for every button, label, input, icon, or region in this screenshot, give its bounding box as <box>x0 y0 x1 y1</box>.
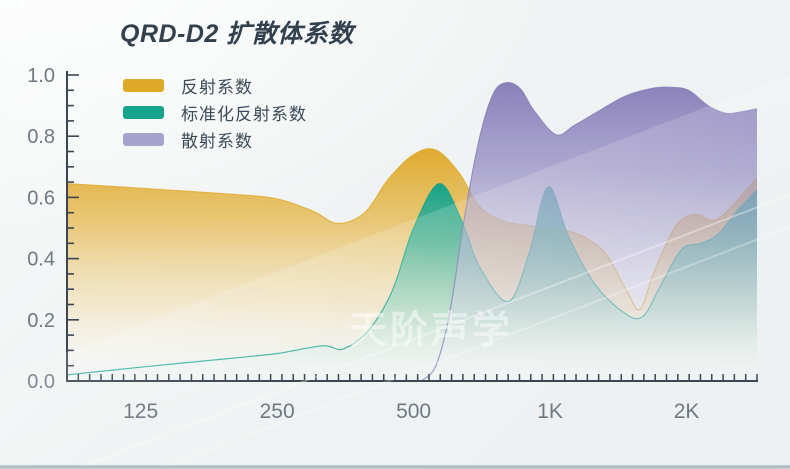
x-tick-label-2K: 2K <box>674 400 700 423</box>
x-tick-label-250: 250 <box>260 400 295 423</box>
legend-swatch-normalized-reflection <box>123 106 164 119</box>
y-tick-label-0.4: 0.4 <box>27 249 55 271</box>
legend-swatch-scattering <box>123 133 164 146</box>
y-tick-label-1.0: 1.0 <box>27 65 55 87</box>
x-tick-label-1K: 1K <box>537 400 563 423</box>
y-tick-label-0.8: 0.8 <box>27 126 55 148</box>
legend-item-normalized-reflection: 标准化反射系数 <box>123 99 307 126</box>
x-tick-label-125: 125 <box>123 400 158 423</box>
y-tick-label-0.6: 0.6 <box>27 187 55 209</box>
legend: 反射系数 标准化反射系数 散射系数 <box>123 72 307 153</box>
legend-item-reflection: 反射系数 <box>123 72 307 99</box>
legend-item-scattering: 散射系数 <box>123 126 307 153</box>
axes <box>66 71 758 382</box>
legend-label-reflection: 反射系数 <box>181 78 253 97</box>
y-tick-label-0.0: 0.0 <box>27 371 55 393</box>
x-tick-label-500: 500 <box>396 400 431 423</box>
page-title: QRD-D2 扩散体系数 <box>120 20 354 48</box>
series-area-scattering <box>421 82 757 381</box>
x-ticks: 125 250 500 1K 2K <box>66 374 758 423</box>
legend-label-normalized-reflection: 标准化反射系数 <box>181 105 307 124</box>
legend-label-scattering: 散射系数 <box>181 132 253 151</box>
bottom-divider <box>0 464 790 469</box>
series-group <box>67 81 757 381</box>
y-tick-label-0.2: 0.2 <box>27 310 55 332</box>
series-line-scattering <box>420 81 757 381</box>
legend-swatch-reflection <box>123 79 164 92</box>
y-ticks: 0.0 0.2 0.4 0.6 0.8 1.0 <box>27 65 79 393</box>
